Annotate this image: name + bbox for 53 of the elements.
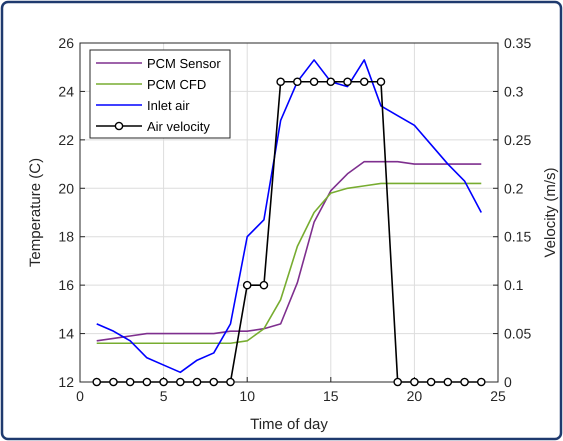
y2-tick-label: 0.3 [504,83,524,100]
y-axis-title: Temperature (C) [27,158,44,268]
y-tick-label: 12 [58,374,74,390]
legend-label: Air velocity [147,119,210,134]
legend-label: PCM Sensor [147,56,222,71]
y-tick-label: 22 [58,132,74,148]
point [360,77,369,86]
x-axis-title: Time of day [250,416,328,433]
y-tick-label: 18 [58,228,74,245]
point [226,378,235,386]
y-tick-label: 16 [58,277,74,294]
x-tick-label: 20 [406,388,422,404]
y2-tick-label: 0.1 [504,277,524,294]
point [393,378,402,386]
point [209,378,218,386]
x-tick-label: 15 [323,388,339,404]
point [142,378,152,386]
point [444,378,452,386]
point [426,378,436,386]
point [376,77,386,86]
point [293,77,302,86]
point [176,378,185,386]
y2-axis-title: Velocity (m/s) [542,167,559,258]
legend-label: Inlet air [147,98,190,113]
x-tick-label: 25 [490,388,506,404]
point [343,77,352,86]
point [476,378,486,386]
x-tick-label: 10 [239,388,256,404]
point [310,77,318,86]
point [192,378,202,386]
y-tick-label: 26 [58,35,74,51]
x-tick-label: 5 [160,388,168,404]
point [260,280,268,290]
y-tick-label: 14 [58,326,74,342]
point [276,77,285,86]
y2-tick-label: 0.15 [504,228,532,245]
y-tick-label: 20 [58,180,74,196]
point [242,280,252,290]
y2-tick-label: 0.35 [504,35,532,51]
point [92,378,102,386]
y2-tick-label: 0.05 [504,326,532,342]
point [109,378,118,386]
y-tick-label: 24 [58,83,74,100]
point [159,378,168,386]
point [460,378,469,386]
point [410,378,419,386]
x-tick-label: 0 [76,388,84,404]
point [126,378,134,386]
y2-tick-label: 0.2 [504,180,524,196]
y2-tick-label: 0 [504,374,512,390]
y2-tick-label: 0.25 [504,132,532,148]
point [326,77,336,86]
legend-label: PCM CFD [147,77,206,92]
